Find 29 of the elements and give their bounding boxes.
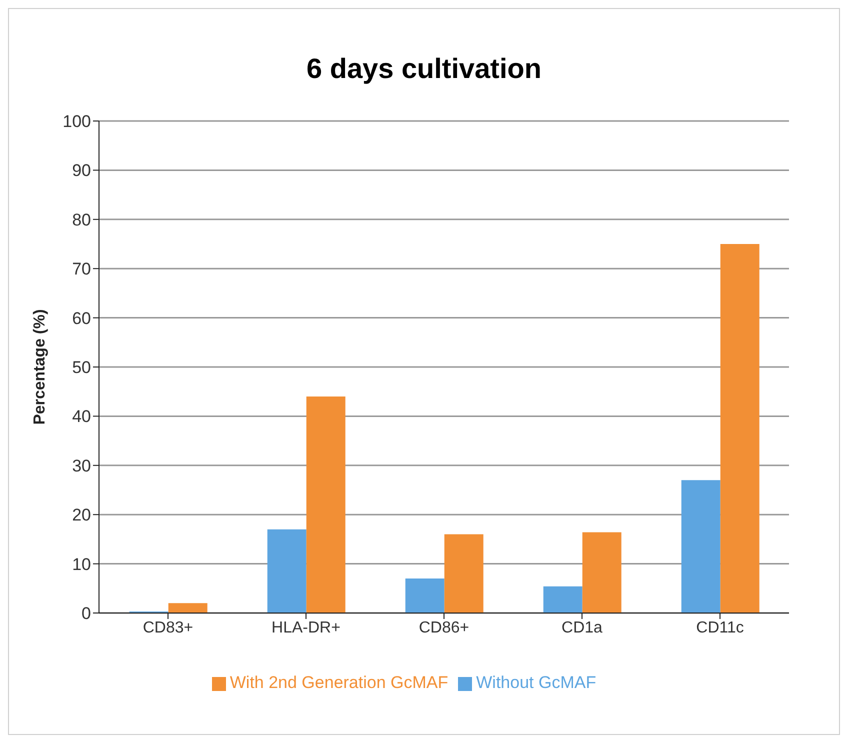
y-tick-label: 60 bbox=[72, 308, 91, 328]
legend-label: Without GcMAF bbox=[476, 673, 596, 692]
bar bbox=[306, 396, 346, 613]
bar bbox=[405, 578, 444, 613]
y-tick-label: 80 bbox=[72, 210, 91, 230]
y-tick-label: 50 bbox=[72, 358, 91, 378]
chart-title: 6 days cultivation bbox=[306, 53, 542, 86]
y-axis-title: Percentage (%) bbox=[32, 309, 49, 425]
bar bbox=[543, 586, 582, 613]
y-tick-label: 100 bbox=[62, 112, 91, 132]
x-tick-label: CD11c bbox=[696, 619, 744, 636]
x-tick-label: CD83+ bbox=[142, 619, 194, 636]
y-tick-label: 0 bbox=[82, 604, 91, 624]
bar bbox=[267, 529, 306, 613]
y-tick-label: 90 bbox=[72, 161, 91, 180]
bar bbox=[582, 532, 622, 613]
bar bbox=[168, 603, 208, 613]
y-tick-label: 20 bbox=[72, 506, 91, 525]
x-tick-label: HLA-DR+ bbox=[272, 619, 340, 636]
bar bbox=[444, 534, 484, 613]
y-tick-label: 40 bbox=[72, 407, 91, 426]
bar bbox=[681, 480, 720, 613]
x-tick-label: CD86+ bbox=[418, 619, 470, 636]
bar bbox=[720, 244, 760, 613]
y-tick-label: 30 bbox=[72, 456, 91, 476]
x-tick-label: CD1a bbox=[562, 619, 603, 636]
y-tick-label: 70 bbox=[72, 260, 91, 279]
y-tick-label: 10 bbox=[72, 554, 91, 574]
legend-label: With 2nd Generation GcMAF bbox=[230, 673, 448, 692]
